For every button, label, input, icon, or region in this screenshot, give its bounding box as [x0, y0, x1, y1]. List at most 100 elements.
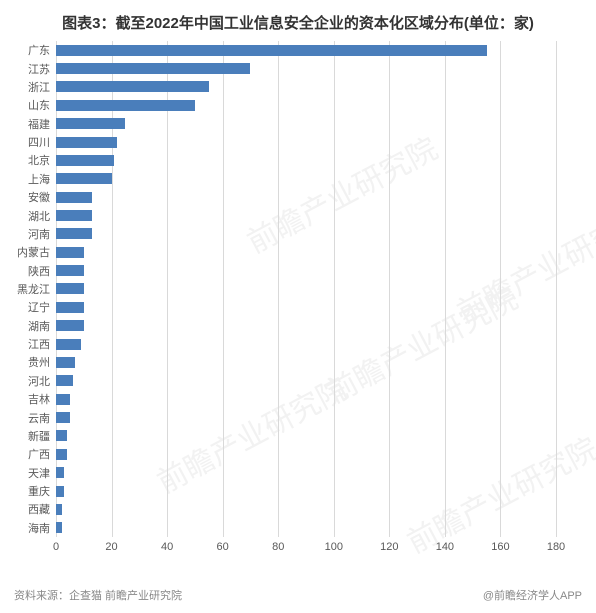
category-label: 重庆 [0, 483, 50, 499]
plot-area: 广东江苏浙江山东福建四川北京上海安徽湖北河南内蒙古陕西黑龙江辽宁湖南江西贵州河北… [56, 41, 556, 537]
category-label: 福建 [0, 116, 50, 132]
category-label: 河南 [0, 226, 50, 242]
bars-container: 广东江苏浙江山东福建四川北京上海安徽湖北河南内蒙古陕西黑龙江辽宁湖南江西贵州河北… [56, 41, 556, 537]
bar [56, 192, 92, 203]
bar-row: 浙江 [56, 78, 556, 96]
bar-row: 安徽 [56, 188, 556, 206]
x-axis: 020406080100120140160180 [56, 537, 556, 561]
category-label: 广东 [0, 42, 50, 58]
bar [56, 320, 84, 331]
bar-row: 辽宁 [56, 298, 556, 316]
bar [56, 522, 62, 533]
category-label: 安徽 [0, 189, 50, 205]
category-label: 陕西 [0, 263, 50, 279]
category-label: 海南 [0, 520, 50, 536]
x-tick-label: 40 [161, 541, 173, 553]
source-label: 资料来源：企查猫 前瞻产业研究院 [14, 587, 182, 603]
category-label: 湖南 [0, 318, 50, 334]
x-tick-label: 0 [53, 541, 59, 553]
bar [56, 339, 81, 350]
bar-row: 新疆 [56, 427, 556, 445]
bar [56, 155, 114, 166]
bar-row: 海南 [56, 519, 556, 537]
bar [56, 412, 70, 423]
gridline [556, 41, 557, 537]
bar [56, 81, 209, 92]
x-tick-label: 180 [547, 541, 565, 553]
x-tick-label: 140 [436, 541, 454, 553]
category-label: 西藏 [0, 501, 50, 517]
bar-row: 西藏 [56, 500, 556, 518]
bar [56, 430, 67, 441]
bar [56, 228, 92, 239]
category-label: 江苏 [0, 61, 50, 77]
footer: 资料来源：企查猫 前瞻产业研究院 @前瞻经济学人APP [14, 587, 582, 603]
category-label: 湖北 [0, 208, 50, 224]
bar [56, 357, 75, 368]
attribution: @前瞻经济学人APP [483, 587, 582, 603]
category-label: 贵州 [0, 354, 50, 370]
x-tick-label: 60 [217, 541, 229, 553]
bar [56, 173, 112, 184]
bar [56, 100, 195, 111]
category-label: 北京 [0, 152, 50, 168]
category-label: 吉林 [0, 391, 50, 407]
bar-row: 重庆 [56, 482, 556, 500]
bar [56, 137, 117, 148]
bar [56, 63, 250, 74]
bar-row: 河北 [56, 372, 556, 390]
bar-row: 湖北 [56, 206, 556, 224]
bar-row: 黑龙江 [56, 280, 556, 298]
category-label: 云南 [0, 410, 50, 426]
bar-row: 内蒙古 [56, 243, 556, 261]
bar-row: 山东 [56, 96, 556, 114]
bar [56, 45, 487, 56]
category-label: 四川 [0, 134, 50, 150]
bar-row: 江苏 [56, 59, 556, 77]
bar [56, 394, 70, 405]
bar-row: 江西 [56, 335, 556, 353]
category-label: 广西 [0, 446, 50, 462]
bar-row: 上海 [56, 170, 556, 188]
bar [56, 449, 67, 460]
bar [56, 504, 62, 515]
bar-row: 陕西 [56, 261, 556, 279]
bar-row: 吉林 [56, 390, 556, 408]
category-label: 黑龙江 [0, 281, 50, 297]
bar-row: 贵州 [56, 353, 556, 371]
category-label: 河北 [0, 373, 50, 389]
bar-row: 云南 [56, 408, 556, 426]
bar-row: 广西 [56, 445, 556, 463]
category-label: 天津 [0, 465, 50, 481]
chart-title: 图表3：截至2022年中国工业信息安全企业的资本化区域分布(单位：家) [0, 0, 596, 41]
bar [56, 283, 84, 294]
bar-row: 北京 [56, 151, 556, 169]
category-label: 辽宁 [0, 299, 50, 315]
category-label: 浙江 [0, 79, 50, 95]
bar [56, 247, 84, 258]
x-tick-label: 120 [380, 541, 398, 553]
x-tick-label: 80 [272, 541, 284, 553]
bar-row: 四川 [56, 133, 556, 151]
bar [56, 302, 84, 313]
category-label: 山东 [0, 97, 50, 113]
bar-row: 天津 [56, 464, 556, 482]
chart-area: 前瞻产业研究院 前瞻产业研究院 前瞻产业研究院 前瞻产业研究院 前瞻产业研究院 … [56, 41, 576, 561]
bar-row: 福建 [56, 114, 556, 132]
bar [56, 375, 73, 386]
bar [56, 118, 125, 129]
bar [56, 486, 64, 497]
category-label: 上海 [0, 171, 50, 187]
category-label: 江西 [0, 336, 50, 352]
category-label: 新疆 [0, 428, 50, 444]
bar [56, 265, 84, 276]
x-tick-label: 160 [491, 541, 509, 553]
bar-row: 广东 [56, 41, 556, 59]
bar [56, 210, 92, 221]
bar-row: 湖南 [56, 317, 556, 335]
category-label: 内蒙古 [0, 244, 50, 260]
bar-row: 河南 [56, 225, 556, 243]
x-tick-label: 100 [325, 541, 343, 553]
x-tick-label: 20 [105, 541, 117, 553]
bar [56, 467, 64, 478]
